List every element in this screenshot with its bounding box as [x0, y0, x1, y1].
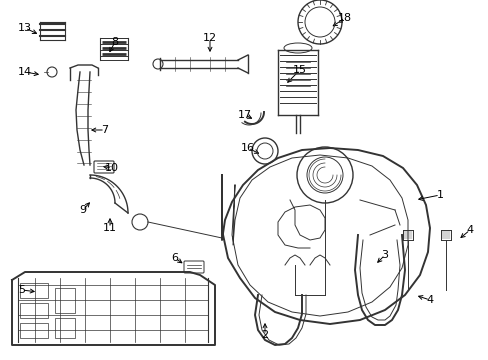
- Text: 8: 8: [111, 37, 118, 47]
- Text: 9: 9: [79, 205, 86, 215]
- Text: 10: 10: [105, 163, 119, 173]
- Text: 4: 4: [426, 295, 433, 305]
- Bar: [20, 323, 48, 338]
- Text: 5: 5: [19, 285, 25, 295]
- Text: 11: 11: [103, 223, 117, 233]
- Bar: [20, 303, 48, 318]
- Text: 18: 18: [337, 13, 351, 23]
- Text: 12: 12: [203, 33, 217, 43]
- Text: 3: 3: [381, 250, 387, 260]
- Text: 6: 6: [171, 253, 178, 263]
- Text: 7: 7: [101, 125, 108, 135]
- Text: 15: 15: [292, 65, 306, 75]
- Text: 4: 4: [466, 225, 472, 235]
- Text: 1: 1: [436, 190, 443, 200]
- Bar: [55, 288, 75, 313]
- Text: 17: 17: [238, 110, 251, 120]
- Text: 13: 13: [18, 23, 32, 33]
- Text: 2: 2: [261, 330, 268, 340]
- Text: 14: 14: [18, 67, 32, 77]
- Bar: [55, 318, 75, 338]
- Text: 16: 16: [241, 143, 254, 153]
- Bar: [20, 283, 48, 298]
